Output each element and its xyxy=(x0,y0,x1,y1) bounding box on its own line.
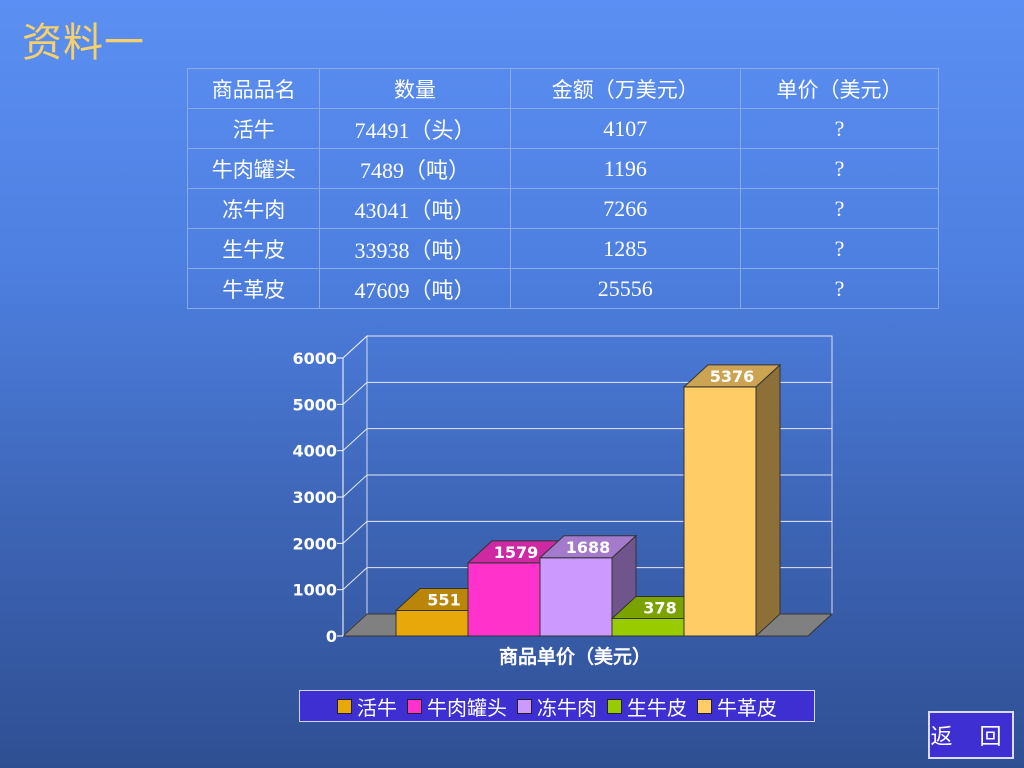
legend-item: 牛革皮 xyxy=(697,692,777,721)
table-row: 生牛皮 33938（吨） 1285 ? xyxy=(186,228,939,269)
bar xyxy=(467,562,541,637)
y-tick-label: 1000 xyxy=(292,581,337,600)
bar-top xyxy=(538,535,638,559)
legend-item: 生牛皮 xyxy=(607,692,687,721)
table-cell: 活牛 xyxy=(186,108,321,149)
table-cell: 1285 xyxy=(509,228,742,269)
header-cell: 商品品名 xyxy=(186,68,321,109)
legend-label: 生牛皮 xyxy=(627,695,687,720)
table-cell: ? xyxy=(740,108,939,149)
data-label: 1688 xyxy=(566,538,611,557)
gridline xyxy=(342,335,832,359)
legend-label: 牛革皮 xyxy=(717,695,777,720)
header-cell: 金额（万美元） xyxy=(509,68,742,109)
table-cell: 生牛皮 xyxy=(186,228,321,269)
table-row: 冻牛肉 43041（吨） 7266 ? xyxy=(186,188,939,229)
gridline xyxy=(342,428,832,452)
legend-item: 牛肉罐头 xyxy=(407,692,507,721)
gridline xyxy=(342,474,832,498)
legend-item: 冻牛肉 xyxy=(517,692,597,721)
legend-swatch xyxy=(697,698,712,714)
table-cell: ? xyxy=(740,268,939,309)
table-cell: 33938（吨） xyxy=(319,228,511,269)
bar xyxy=(611,617,685,637)
table-cell: 牛革皮 xyxy=(186,268,321,309)
legend-label: 牛肉罐头 xyxy=(427,695,507,720)
bar-top xyxy=(682,364,782,388)
table-cell: 25556 xyxy=(509,268,742,309)
table-cell: 47609（吨） xyxy=(319,268,511,309)
bar xyxy=(683,386,757,637)
data-label: 378 xyxy=(643,598,676,617)
page-title: 资料一 xyxy=(22,20,145,66)
data-table: 商品品名 数量 金额（万美元） 单价（美元） 活牛 74491（头） 4107 … xyxy=(186,68,939,309)
y-tick-label: 6000 xyxy=(292,349,337,368)
table-cell: 43041（吨） xyxy=(319,188,511,229)
table-row: 活牛 74491（头） 4107 ? xyxy=(186,108,939,149)
data-label: 5376 xyxy=(710,367,755,386)
bar xyxy=(395,609,469,637)
gridline xyxy=(342,520,832,544)
table-cell: 74491（头） xyxy=(319,108,511,149)
bar xyxy=(539,557,613,637)
legend-swatch xyxy=(517,698,532,714)
table-row: 牛革皮 47609（吨） 25556 ? xyxy=(186,268,939,309)
x-axis-label: 商品单价（美元） xyxy=(499,645,651,668)
chart-legend: 活牛 牛肉罐头 冻牛肉 生牛皮 牛革皮 xyxy=(299,690,815,722)
gridline xyxy=(342,381,832,405)
y-tick-label: 2000 xyxy=(292,534,337,553)
bar-side xyxy=(755,363,781,638)
y-tick-label: 5000 xyxy=(292,395,337,414)
table-cell: 7489（吨） xyxy=(319,148,511,189)
legend-swatch xyxy=(407,698,422,714)
table-cell: ? xyxy=(740,228,939,269)
y-tick-label: 0 xyxy=(326,627,337,646)
legend-swatch xyxy=(337,698,352,714)
y-tick-label: 3000 xyxy=(292,488,337,507)
legend-label: 冻牛肉 xyxy=(537,695,597,720)
header-cell: 单价（美元） xyxy=(740,68,939,109)
table-cell: ? xyxy=(740,148,939,189)
gridline xyxy=(342,567,832,591)
data-label: 1579 xyxy=(494,543,539,562)
y-tick-label: 4000 xyxy=(292,442,337,461)
legend-label: 活牛 xyxy=(357,695,397,720)
data-label: 551 xyxy=(427,590,460,609)
legend-swatch xyxy=(607,698,622,714)
table-cell: 冻牛肉 xyxy=(186,188,321,229)
legend-item: 活牛 xyxy=(337,692,397,721)
table-cell: 7266 xyxy=(509,188,742,229)
back-button[interactable]: 返 回 xyxy=(928,711,1014,759)
